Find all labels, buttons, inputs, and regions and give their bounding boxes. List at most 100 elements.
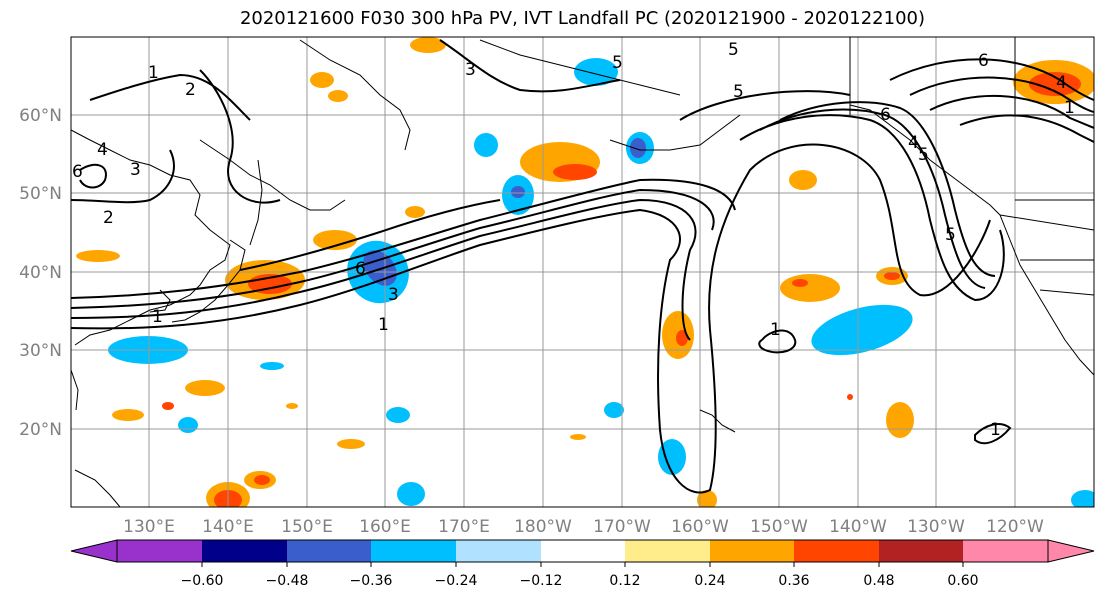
- positive-anomaly: [185, 380, 225, 396]
- contour-label: 6: [355, 259, 366, 279]
- lon-label: 150°W: [750, 517, 808, 537]
- contour-label: 1: [152, 307, 163, 327]
- colorbar-swatch: [371, 540, 456, 562]
- lon-label: 160°E: [359, 517, 411, 537]
- contour-label: 1: [148, 63, 159, 83]
- negative-anomaly: [178, 417, 198, 433]
- negative-anomaly: [386, 407, 410, 423]
- colorbar-swatch: [202, 540, 287, 562]
- lon-label: 120°W: [986, 517, 1044, 537]
- negative-anomaly: [604, 402, 624, 418]
- colorbar-swatch: [456, 540, 541, 562]
- lat-label: 40°N: [19, 263, 62, 283]
- lon-label: 130°W: [907, 517, 965, 537]
- positive-anomaly: [112, 409, 144, 421]
- lat-label: 30°N: [19, 341, 62, 361]
- positive-anomaly: [313, 230, 357, 250]
- contour-label: 5: [918, 145, 929, 165]
- contour-label: 3: [465, 60, 476, 80]
- colorbar-extend-min: [70, 539, 118, 563]
- contour-label: 1: [378, 315, 389, 335]
- latitude-labels: 60°N 50°N 40°N 30°N 20°N: [19, 106, 62, 440]
- longitude-labels: 130°E 140°E 150°E 160°E 170°E 180°W 170°…: [123, 517, 1044, 537]
- contour-label: 3: [130, 160, 141, 180]
- contour-labels: 1 2 3 4 5 6 1 2 3 4 5 6 1 3 5 6 6 5 4 1 …: [72, 40, 1075, 440]
- negative-anomaly: [658, 439, 686, 475]
- contour-label: 4: [97, 140, 108, 160]
- lon-label: 130°E: [123, 517, 175, 537]
- colorbar-swatch: [963, 540, 1048, 562]
- map-title: 2020121600 F030 300 hPa PV, IVT Landfall…: [239, 8, 926, 29]
- positive-anomaly: [76, 250, 120, 262]
- positive-anomaly: [697, 490, 717, 507]
- positive-anomaly: [780, 274, 840, 302]
- positive-anomaly: [410, 37, 446, 53]
- colorbar-tick-label: 0.60: [947, 573, 978, 589]
- contour-label: 2: [185, 80, 196, 100]
- lon-label: 170°E: [438, 517, 490, 537]
- negative-anomaly: [397, 482, 425, 506]
- contour-label: 5: [733, 82, 744, 102]
- positive-anomaly: [789, 170, 817, 190]
- map-border: [70, 36, 1095, 508]
- lon-label: 160°W: [671, 517, 729, 537]
- colorbar-tick-label: −0.24: [435, 573, 478, 589]
- contour-label: 1: [770, 320, 781, 340]
- positive-anomaly: [676, 330, 688, 346]
- lon-label: 170°W: [593, 517, 651, 537]
- contour-label: 1: [1064, 98, 1075, 118]
- lon-label: 140°E: [202, 517, 254, 537]
- contour-label: 6: [880, 105, 891, 125]
- contour-label: 1: [990, 420, 1001, 440]
- pv-contours: [71, 39, 1094, 494]
- negative-anomaly: [511, 186, 525, 198]
- positive-anomaly: [286, 403, 298, 409]
- contour-label: 5: [728, 40, 739, 60]
- colorbar-extend-max: [1047, 539, 1095, 563]
- contour-label: 6: [72, 162, 83, 182]
- contour-label: 2: [103, 208, 114, 228]
- lat-label: 60°N: [19, 106, 62, 126]
- negative-anomaly: [811, 304, 913, 356]
- negative-anomaly: [1071, 490, 1094, 507]
- colorbar-tick-label: 0.48: [863, 573, 894, 589]
- contour-label: 4: [1056, 73, 1067, 93]
- positive-anomaly: [162, 402, 174, 410]
- positive-anomaly: [886, 402, 914, 438]
- positive-anomaly: [337, 439, 365, 449]
- negative-anomaly: [574, 58, 618, 86]
- colorbar-swatch: [879, 540, 963, 562]
- negative-anomaly: [474, 133, 498, 157]
- colorbar-swatch: [287, 540, 371, 562]
- lat-label: 50°N: [19, 184, 62, 204]
- contour-label: 5: [612, 53, 623, 73]
- positive-anomaly: [570, 434, 586, 440]
- positive-anomaly: [792, 279, 808, 287]
- colorbar: −0.60 −0.48 −0.36 −0.24 −0.12 0.12 0.24 …: [70, 539, 1095, 589]
- positive-anomaly: [847, 394, 853, 400]
- colorbar-tick-label: −0.36: [350, 573, 393, 589]
- colorbar-swatch: [794, 540, 879, 562]
- colorbar-swatch: [710, 540, 794, 562]
- positive-anomaly: [405, 206, 425, 218]
- positive-anomaly: [1029, 72, 1081, 96]
- positive-anomaly: [884, 272, 900, 280]
- lon-label: 140°W: [829, 517, 887, 537]
- colorbar-tick-label: −0.48: [266, 573, 309, 589]
- positive-anomaly: [328, 90, 348, 102]
- contour-label: 4: [908, 133, 919, 153]
- colorbar-outline: [116, 539, 1049, 563]
- positive-anomaly: [310, 72, 334, 88]
- colorbar-tick-label: 0.36: [778, 573, 809, 589]
- positive-anomaly: [254, 475, 270, 485]
- lat-label: 20°N: [19, 420, 62, 440]
- colorbar-swatch: [541, 540, 625, 562]
- lon-label: 180°W: [514, 517, 572, 537]
- colorbar-tick-label: −0.60: [181, 573, 224, 589]
- colorbar-tick-label: 0.12: [609, 573, 640, 589]
- colorbar-tick-label: −0.12: [520, 573, 563, 589]
- contour-label: 3: [388, 285, 399, 305]
- colorbar-swatch: [117, 540, 202, 562]
- lon-label: 150°E: [281, 517, 333, 537]
